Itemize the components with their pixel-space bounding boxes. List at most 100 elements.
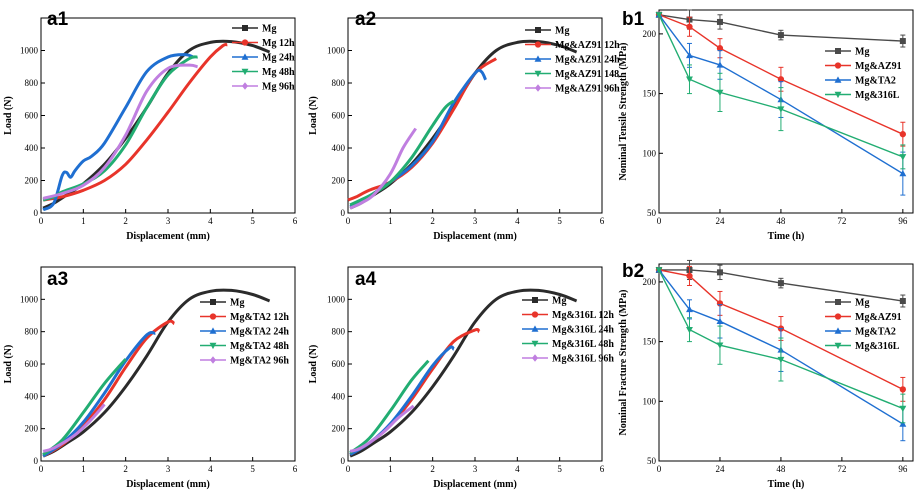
legend-label: Mg&TA2 48h — [230, 341, 289, 352]
x-tick-label: 1 — [388, 464, 393, 474]
legend-label: Mg&316L 48h — [552, 339, 614, 350]
series-curve — [349, 99, 455, 207]
panel-label: b2 — [622, 261, 644, 282]
series-mg-316l: Mg&316L — [655, 267, 907, 424]
legend-label: Mg — [262, 24, 276, 35]
data-point — [716, 18, 723, 25]
y-tick-label: 0 — [34, 208, 39, 218]
series-mg-az91-148: Mg&AZ91 148 — [349, 69, 619, 207]
y-tick-label: 200 — [25, 176, 39, 186]
legend-label: Mg&316L — [855, 341, 900, 352]
x-tick-label: 72 — [837, 216, 846, 226]
x-tick-label: 5 — [250, 464, 255, 474]
legend-marker — [834, 62, 842, 69]
x-tick-label: 72 — [837, 464, 846, 474]
y-tick-label: 1000 — [20, 294, 39, 304]
x-tick-label: 3 — [166, 216, 171, 226]
series-curve — [42, 39, 271, 210]
chart-b2: 0 24 48 72 96 50 100 150 200 Time (h) Nominal Frac… — [618, 259, 914, 490]
series-curve — [42, 42, 228, 202]
data-point — [899, 405, 907, 413]
y-tick-label: 600 — [25, 359, 39, 369]
y-axis-title: Load (N) — [308, 96, 319, 135]
x-axis-title: Displacement (mm) — [126, 231, 210, 242]
y-tick-label: 400 — [332, 143, 346, 153]
legend-marker — [834, 91, 842, 99]
legend-marker — [209, 342, 217, 350]
data-point — [899, 169, 907, 177]
legend-label: Mg&TA2 96h — [230, 356, 289, 367]
y-tick-label: 200 — [332, 176, 346, 186]
data-point — [899, 298, 906, 305]
data-point — [655, 12, 663, 19]
x-tick-label: 4 — [515, 216, 520, 226]
legend-label: Mg — [855, 298, 869, 309]
legend-marker — [241, 53, 249, 60]
plot-frame — [658, 263, 914, 462]
legend-label: Mg 24h — [262, 53, 295, 64]
legend-marker — [535, 27, 541, 33]
legend-label: Mg 12h — [262, 38, 295, 49]
y-tick-label: 800 — [332, 327, 346, 337]
legend-label: Mg&TA2 — [855, 327, 896, 338]
y-axis-title: Load (N) — [3, 96, 14, 135]
legend-marker — [242, 25, 248, 31]
x-tick-label: 0 — [346, 464, 351, 474]
y-tick-label: 600 — [25, 111, 39, 121]
legend-label: Mg&316L 24h — [552, 325, 614, 336]
plot-frame — [658, 9, 914, 214]
chart-a3: 0 1 2 3 4 5 6 0 200 400 600 800 1000 Displacement (mm… — [3, 266, 298, 490]
legend-marker — [210, 356, 216, 364]
legend-label: Mg&AZ91 — [855, 61, 902, 72]
series-mg-316l-96h: Mg&316L 96h — [349, 354, 614, 453]
x-tick-label: 0 — [39, 464, 44, 474]
x-tick-label: 3 — [473, 216, 478, 226]
y-tick-label: 800 — [25, 78, 39, 88]
data-point — [686, 272, 693, 280]
series-curve — [42, 55, 198, 202]
x-tick-label: 96 — [898, 216, 908, 226]
series-mg-316l: Mg&316L — [655, 12, 907, 170]
series-curve — [349, 288, 578, 458]
series-curve — [349, 359, 430, 455]
x-tick-label: 4 — [515, 464, 520, 474]
series-curve — [42, 358, 127, 456]
panel-label: a3 — [47, 269, 68, 290]
y-tick-label: 400 — [25, 391, 39, 401]
y-tick-label: 400 — [332, 391, 346, 401]
data-point — [686, 326, 693, 334]
y-tick-label: 0 — [341, 456, 346, 466]
legend-marker — [834, 313, 842, 320]
legend-label: Mg&TA2 24h — [230, 327, 289, 338]
y-tick-label: 200 — [643, 29, 657, 39]
series-mg-ta2-96h: Mg&TA2 96h — [42, 356, 289, 453]
series-mg: Mg — [656, 259, 906, 309]
legend-label: Mg — [555, 26, 569, 37]
y-tick-label: 600 — [332, 359, 346, 369]
legend-marker — [835, 299, 841, 305]
x-tick-label: 6 — [293, 216, 298, 226]
legend-label: Mg 48h — [262, 67, 295, 78]
data-point — [686, 76, 693, 83]
legend-label: Mg&316L 96h — [552, 354, 614, 365]
legend-label: Mg&316L — [855, 90, 900, 101]
series-mg-az91: Mg&AZ91 — [655, 265, 906, 402]
panel-label: a1 — [47, 9, 69, 30]
x-axis-title: Displacement (mm) — [433, 479, 517, 490]
y-axis-title: Load (N) — [3, 345, 14, 384]
x-axis-title: Displacement (mm) — [126, 479, 210, 490]
y-axis-title: Load (N) — [308, 345, 319, 384]
series-mg-12h: Mg 12h — [42, 38, 295, 202]
data-point — [777, 76, 785, 83]
legend-marker — [531, 325, 539, 332]
y-tick-label: 100 — [643, 148, 657, 158]
legend-marker — [531, 340, 539, 348]
legend-marker — [835, 48, 841, 54]
x-tick-label: 6 — [600, 464, 605, 474]
y-tick-label: 200 — [25, 424, 39, 434]
legend-marker — [834, 327, 842, 334]
panel-label: a4 — [355, 269, 377, 290]
data-point — [686, 51, 693, 59]
chart-b1: 0 24 48 72 96 50 100 150 200 Time (h) Nominal Tens… — [618, 9, 914, 242]
legend-label: Mg&AZ91 24h — [555, 55, 620, 66]
